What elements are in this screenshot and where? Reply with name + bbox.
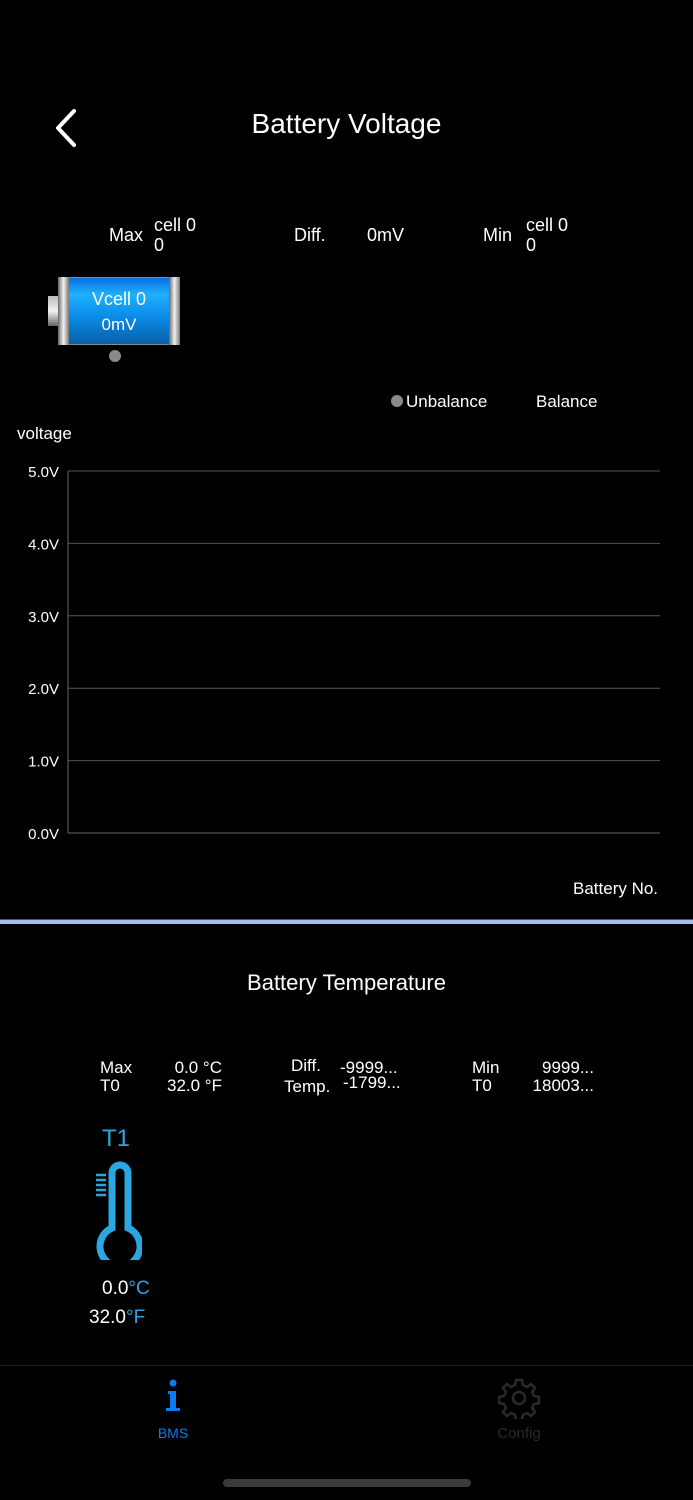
y-tick-label: 3.0V [28,609,59,626]
celsius-unit: °C [128,1278,150,1299]
temperature-title: Battery Temperature [247,970,446,995]
temp-diff-f: -1799... [343,1073,401,1092]
temp-min-sensor: T0 [472,1076,492,1095]
battery-terminal [48,296,59,326]
battery-body [58,277,180,345]
tab-bar: BMS Config [0,1365,693,1500]
battery-cap-left [58,277,69,345]
cell-name: Vcell 0 [91,289,147,309]
diff-label: Diff. [294,225,326,245]
tab-config[interactable]: Config [469,1374,569,1444]
max-value: 0 [154,235,165,255]
voltage-chart: 0.0V 1.0V 2.0V 3.0V 4.0V 5.0V [28,464,660,843]
y-tick-label: 0.0V [28,826,59,843]
page-title: Battery Voltage [251,108,442,139]
sensor-celsius: 0.0°C [102,1278,150,1300]
home-indicator[interactable] [223,1479,471,1487]
temp-diff-c: -9999... [340,1058,398,1077]
temp-diff-label: Diff. [291,1056,321,1075]
temp-max-c: 0.0 °C [174,1058,222,1077]
sensor-card[interactable]: T1 0.0°C 32.0°F [80,1120,170,1335]
temp-max-sensor: T0 [100,1076,120,1095]
balance-indicator [109,350,121,362]
min-cell: cell 0 [526,215,569,235]
unbalance-legend-dot [391,395,403,407]
temp-min-label: Min [472,1058,500,1077]
celsius-value: 0.0 [102,1278,129,1299]
y-axis-label: voltage [17,424,72,443]
tab-bms-label: BMS [157,1425,189,1441]
fahrenheit-value: 32.0 [89,1307,126,1328]
y-tick-label: 1.0V [28,754,59,771]
battery-cap-right [169,277,180,345]
y-tick-label: 5.0V [28,464,59,481]
temp-min-c: 9999... [542,1058,594,1077]
legend-unbalance: Unbalance [406,392,488,411]
section-divider [0,919,693,924]
chevron-left-icon [56,109,76,147]
legend-balance: Balance [536,392,598,411]
y-tick-label: 4.0V [28,536,59,553]
sensor-name: T1 [102,1125,131,1152]
temp-max-label: Max [100,1058,133,1077]
min-value: 0 [526,235,537,255]
min-label: Min [483,225,513,245]
y-tick-label: 2.0V [28,681,59,698]
temp-min-f: 18003... [532,1076,594,1095]
thermometer-icon [96,1161,142,1260]
temp-diff-sub: Temp. [284,1077,331,1096]
gear-icon [498,1378,540,1419]
sensor-fahrenheit: 32.0°F [89,1307,145,1329]
tab-config-label: Config [497,1425,541,1442]
temp-max-f: 32.0 °F [167,1076,222,1095]
x-axis-label: Battery No. [573,879,659,898]
info-icon [166,1379,180,1411]
max-cell: cell 0 [154,215,197,235]
cell-battery[interactable]: Vcell 0 0mV [48,277,181,345]
cell-voltage: 0mV [101,315,137,334]
max-label: Max [109,225,144,245]
fahrenheit-unit: °F [125,1307,146,1328]
diff-value: 0mV [367,225,405,245]
tab-bms[interactable]: BMS [123,1374,223,1444]
back-button[interactable] [50,108,84,148]
